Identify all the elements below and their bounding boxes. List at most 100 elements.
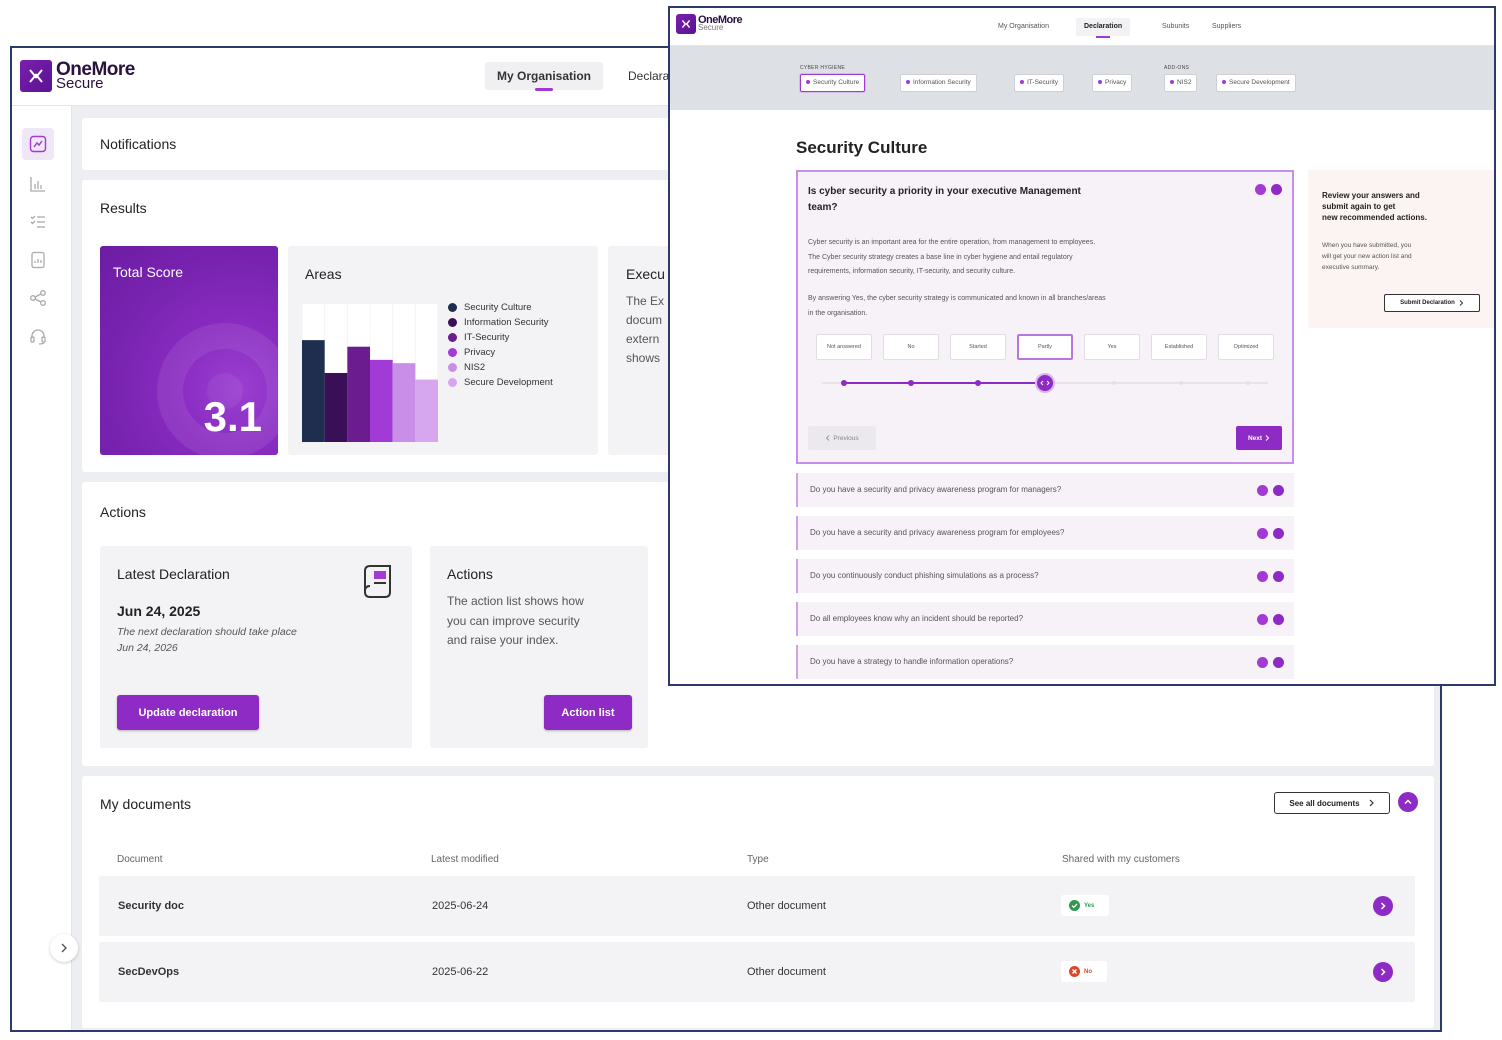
update-declaration-button[interactable]: Update declaration [117, 695, 259, 730]
question-row[interactable]: Do all employees know why an incident sh… [796, 602, 1294, 636]
legend-item: Privacy [448, 345, 553, 360]
legend-swatch [448, 363, 457, 372]
next-button[interactable]: Next [1236, 426, 1282, 450]
areas-bar-chart [302, 304, 438, 442]
checklist-icon[interactable] [22, 206, 54, 238]
previous-button[interactable]: Previous [808, 426, 876, 450]
column-header-type[interactable]: Type [747, 854, 769, 865]
legend-label: Security Culture [464, 302, 532, 313]
column-header-shared[interactable]: Shared with my customers [1062, 854, 1180, 865]
chip-nis2[interactable]: NIS2 [1164, 74, 1198, 92]
question-row[interactable]: Do you have a security and privacy aware… [796, 473, 1294, 507]
question-text: Do you have a strategy to handle informa… [810, 657, 1014, 666]
support-headset-icon[interactable] [22, 320, 54, 352]
cyber-hygiene-label: CYBER HYGIENE [800, 65, 846, 71]
review-text: When you have submitted, you [1322, 242, 1412, 249]
area-bar[interactable] [415, 379, 438, 442]
document-modified: 2025-06-24 [432, 900, 489, 912]
area-bar[interactable] [347, 346, 370, 442]
exec-line: The Ex [626, 294, 665, 308]
app-logo[interactable]: OneMore Secure [20, 58, 135, 92]
tab-declaration[interactable]: Declaration [1076, 18, 1131, 38]
declaration-scroll-icon [364, 565, 391, 598]
submit-declaration-button[interactable]: Submit Declaration [1384, 294, 1480, 312]
chevron-left-icon [826, 435, 830, 441]
option-optimized[interactable]: Optimized [1218, 334, 1274, 360]
sidebar [12, 106, 72, 1030]
collapse-documents-button[interactable] [1398, 792, 1418, 812]
question-text: Do all employees know why an incident sh… [810, 614, 1024, 623]
option-established[interactable]: Established [1151, 334, 1207, 360]
chevron-right-icon [1369, 799, 1374, 807]
see-all-documents-button[interactable]: See all documents [1274, 792, 1390, 814]
total-score-tile[interactable]: Total Score 3.1 [100, 246, 278, 455]
sidebar-expand-button[interactable] [50, 934, 78, 962]
slider-tick [975, 380, 981, 386]
action-description: and raise your index. [447, 633, 559, 647]
option-started[interactable]: Started [950, 334, 1006, 360]
tab-subunits[interactable]: Subunits [1162, 23, 1190, 30]
table-row[interactable]: Security doc 2025-06-24 Other document Y… [99, 876, 1415, 936]
documents-title: My documents [100, 796, 192, 812]
chip-it-security[interactable]: IT-Security [1014, 74, 1065, 92]
bar-chart-icon[interactable] [22, 168, 54, 200]
question-row[interactable]: Do you have a security and privacy aware… [796, 516, 1294, 550]
chevron-up-icon [1404, 799, 1412, 805]
chip-information-security[interactable]: Information Security [900, 74, 977, 92]
dashboard-icon[interactable] [22, 128, 54, 160]
legend-label: Secure Development [464, 377, 553, 388]
executive-summary-title: Execu [626, 266, 665, 282]
review-text: executive summary. [1322, 264, 1380, 271]
question-description: The Cyber security strategy creates a ba… [808, 253, 1073, 261]
results-title: Results [100, 200, 147, 216]
tab-suppliers[interactable]: Suppliers [1212, 23, 1242, 30]
action-list-button[interactable]: Action list [544, 695, 632, 730]
slider-tick [1112, 381, 1116, 385]
question-row[interactable]: Do you continuously conduct phishing sim… [796, 559, 1294, 593]
tab-my-organisation[interactable]: My Organisation [998, 23, 1049, 30]
area-bar[interactable] [302, 340, 325, 442]
document-modified: 2025-06-22 [432, 966, 489, 978]
open-document-button[interactable] [1373, 896, 1393, 916]
chip-security-culture[interactable]: Security Culture [800, 74, 866, 92]
shared-status-badge: No [1061, 961, 1107, 982]
action-description: The action list shows how [447, 594, 584, 608]
question-description: By answering Yes, the cyber security str… [808, 295, 1106, 302]
areas-title: Areas [305, 266, 342, 282]
table-row[interactable]: SecDevOps 2025-06-22 Other document No [99, 942, 1415, 1002]
option-not-answered[interactable]: Not answered [816, 334, 872, 360]
chip-secure-development[interactable]: Secure Development [1216, 74, 1296, 92]
tab-my-organisation[interactable]: My Organisation [485, 62, 604, 91]
exec-line: shows [626, 351, 661, 365]
chevron-right-icon [1265, 435, 1270, 441]
area-bar[interactable] [370, 359, 393, 442]
action-list-panel: Actions The action list shows how you ca… [430, 546, 648, 748]
question-status-dots [1255, 184, 1282, 195]
slider-handle[interactable] [1035, 373, 1055, 393]
legend-label: IT-Security [464, 332, 510, 343]
chip-privacy[interactable]: Privacy [1092, 74, 1133, 92]
option-partly[interactable]: Partly [1017, 334, 1073, 360]
option-yes[interactable]: Yes [1084, 334, 1140, 360]
document-chart-icon[interactable] [22, 244, 54, 276]
next-declaration-date: Jun 24, 2026 [117, 642, 178, 654]
tab-declaration[interactable]: Declara [628, 69, 670, 83]
slider-tick [908, 380, 914, 386]
latest-declaration-date: Jun 24, 2025 [117, 603, 201, 619]
question-row[interactable]: Do you have a strategy to handle informa… [796, 645, 1294, 679]
answer-slider-fill [842, 382, 1044, 384]
logo-wordmark: OneMore [56, 58, 135, 80]
network-icon[interactable] [22, 282, 54, 314]
column-header-modified[interactable]: Latest modified [431, 854, 499, 865]
total-score-label: Total Score [113, 264, 184, 280]
chevron-right-icon [1380, 968, 1386, 976]
app-logo[interactable]: OneMore Secure [676, 14, 743, 34]
option-no[interactable]: No [883, 334, 939, 360]
area-bar[interactable] [392, 363, 416, 442]
area-bar[interactable] [324, 373, 348, 442]
column-header-document[interactable]: Document [117, 854, 163, 865]
open-document-button[interactable] [1373, 962, 1393, 982]
gear-watermark-icon [157, 323, 278, 455]
check-circle-icon [1069, 900, 1080, 911]
question-title: Is cyber security a priority in your exe… [808, 186, 1081, 197]
